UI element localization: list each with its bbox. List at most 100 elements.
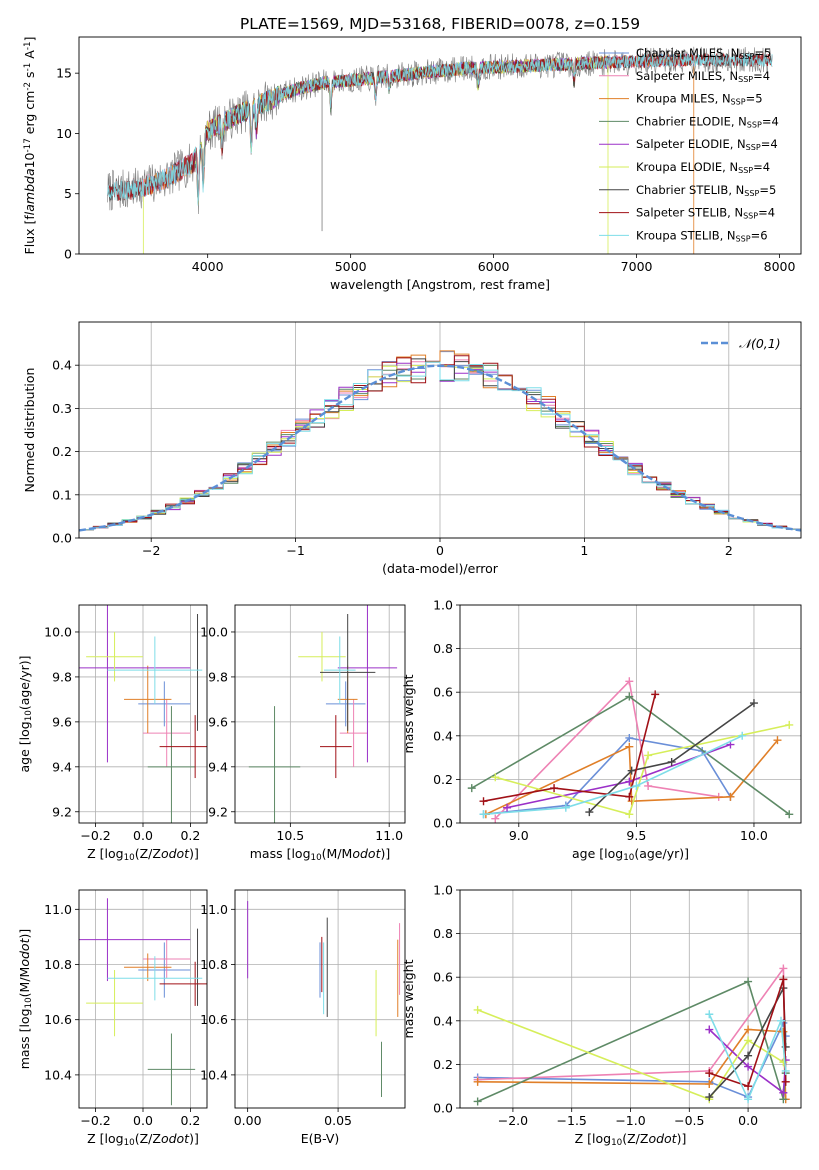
mass_vs_ebv-xtick-label: 0.05 — [324, 1113, 352, 1128]
weight_vs_age-marker-salp_stelib — [479, 797, 488, 806]
spectrum-legend-label: Kroupa MILES, NSSP=5 — [636, 92, 763, 107]
residuals-xtick-label: 2 — [725, 543, 733, 558]
weight_vs_Z-ylabel: mass weight — [401, 959, 416, 1038]
weight_vs_age-marker-krou_miles — [773, 736, 782, 745]
weight_vs_Z-xtick-label: −1.5 — [557, 1113, 587, 1128]
weight_vs_age-ytick-label: 0.0 — [433, 816, 453, 831]
weight_vs_Z-marker-salp_stelib — [781, 1077, 790, 1086]
mass_vs_Z-xtick-label: 0.2 — [180, 1113, 200, 1128]
mass_vs_ebv-frame — [234, 889, 406, 1109]
spectrum-xtick-label: 6000 — [478, 259, 510, 274]
spectrum-xtick-label: 5000 — [335, 259, 367, 274]
residuals-marks — [79, 350, 801, 532]
age_vs_mass-ytick-label: 9.8 — [208, 669, 228, 684]
spectrum-marks — [107, 46, 773, 254]
weight_vs_Z-marker-krou_stelib — [781, 1066, 790, 1075]
weight_vs_Z-marker-salp_elodie — [779, 1088, 788, 1097]
spectrum-series-line-salp_stelib — [107, 52, 773, 201]
mass_vs_Z-marks — [79, 898, 207, 1106]
age_vs_mass-ytick-label: 10.0 — [200, 624, 228, 639]
spectrum-legend-label: Salpeter ELODIE, NSSP=4 — [636, 137, 778, 152]
mass_vs_Z-xtick-label: −0.2 — [80, 1113, 110, 1128]
residuals-xtick-label: 1 — [580, 543, 588, 558]
normal-legend-label: 𝒩(0,1) — [739, 336, 781, 351]
residuals-xlabel: (data-model)/error — [382, 561, 499, 576]
mass_vs_Z-ytick-label: 10.6 — [44, 1012, 72, 1027]
mass_vs_ebv-ytick-label: 10.8 — [200, 957, 228, 972]
weight_vs_Z-marker-krou_stelib — [777, 1016, 786, 1025]
mass_vs_ebv-plot-area — [235, 890, 405, 1108]
mass_vs_Z-ytick-label: 10.8 — [44, 957, 72, 972]
residuals-xtick-label: −1 — [286, 543, 304, 558]
spectrum-series-line-krou_stelib — [107, 53, 773, 206]
residuals-ytick-label: 0.4 — [52, 358, 72, 373]
spectrum-legend-label: Salpeter STELIB, NSSP=4 — [636, 206, 775, 221]
weight_vs_age-marker-krou_stelib — [738, 731, 747, 740]
age_vs_Z-xlabel: Z [log10(Z/Zodot)] — [87, 846, 199, 863]
weight_vs_age-marker-chab_elodie — [625, 692, 634, 701]
age_vs_Z-frame — [78, 604, 208, 824]
weight_vs_Z-xtick-label: −1.0 — [615, 1113, 645, 1128]
age_vs_mass-xlabel: mass [log10(M/Modot)] — [250, 846, 391, 863]
weight_vs_age-marker-krou_stelib — [632, 781, 641, 790]
weight_vs_age-marker-salp_stelib — [625, 792, 634, 801]
age_vs_mass-ytick-label: 9.2 — [208, 804, 228, 819]
weight_vs_age-marker-krou_elodie — [625, 810, 634, 819]
spectrum-legend-label: Chabrier MILES, NSSP=5 — [636, 46, 771, 61]
weight_vs_Z-marker-salp_stelib — [705, 1069, 714, 1078]
weight_vs_Z-frame — [459, 889, 802, 1109]
weight_vs_Z-marker-krou_elodie — [473, 1005, 482, 1014]
spectrum-legend-label: Salpeter MILES, NSSP=4 — [636, 69, 770, 84]
weight_vs_Z-line-krou_elodie — [477, 1009, 784, 1101]
age_vs_Z-xtick-label: 0.2 — [180, 828, 200, 843]
weight_vs_age-marker-chab_miles — [625, 733, 634, 742]
weight_vs_age-frame — [459, 604, 802, 824]
weight_vs_age-xtick-label: 9.0 — [509, 828, 529, 843]
spectrum-ylabel: Flux [flambda10-17 erg cm-2 s-1 A-1] — [22, 37, 37, 255]
weight_vs_age-ytick-label: 0.4 — [433, 728, 453, 743]
weight_vs_age-marker-salp_elodie — [503, 803, 512, 812]
spectrum-xlabel: wavelength [Angstrom, rest frame] — [330, 277, 550, 292]
weight_vs_Z-marker-chab_elodie — [744, 977, 753, 986]
spectrum-legend-label: Kroupa ELODIE, NSSP=4 — [636, 160, 770, 175]
weight_vs_age-ytick-label: 0.8 — [433, 641, 453, 656]
weight_vs_Z-marker-chab_stelib — [744, 1051, 753, 1060]
weight_vs_age-marker-salp_miles — [625, 677, 634, 686]
age_vs_mass-plot-area — [235, 605, 405, 823]
residuals-xtick-label: −2 — [142, 543, 160, 558]
weight_vs_age-line-krou_stelib — [483, 735, 743, 816]
spectrum-ytick-label: 10 — [56, 126, 72, 141]
weight_vs_Z-marker-krou_stelib — [705, 1010, 714, 1019]
weight_vs_age-marker-chab_stelib — [749, 699, 758, 708]
weight_vs_age-marker-chab_stelib — [627, 766, 636, 775]
weight_vs_Z-marker-krou_miles — [744, 1025, 753, 1034]
mass_vs_Z-ylabel: mass [log10(M/Modot)] — [17, 929, 34, 1070]
residuals-xtick-label: 0 — [436, 543, 444, 558]
weight_vs_Z-xtick-label: 0.0 — [738, 1113, 758, 1128]
weight_vs_age-marker-salp_miles — [491, 814, 500, 823]
weight_vs_Z-ytick-label: 0.6 — [433, 970, 453, 985]
weight_vs_Z-marks — [473, 964, 790, 1106]
weight_vs_Z-marker-chab_stelib — [705, 1093, 714, 1102]
mass_vs_ebv-ytick-label: 11.0 — [200, 902, 228, 917]
weight_vs_Z-marker-krou_stelib — [744, 1095, 753, 1104]
age_vs_mass-ytick-label: 9.4 — [208, 759, 228, 774]
weight_vs_age-ytick-label: 1.0 — [433, 598, 453, 613]
weight_vs_Z-ytick-label: 0.0 — [433, 1101, 453, 1116]
spectrum-ytick-label: 5 — [64, 186, 72, 201]
weight_vs_Z-xtick-label: −0.5 — [674, 1113, 704, 1128]
weight_vs_age-xtick-label: 9.5 — [626, 828, 646, 843]
weight_vs_Z-marker-krou_miles — [705, 1080, 714, 1089]
age_vs_Z-ytick-label: 9.8 — [52, 669, 72, 684]
weight_vs_Z-line-krou_stelib — [708, 1013, 787, 1102]
spectrum-ytick-label: 0 — [64, 247, 72, 262]
age_vs_Z-ylabel: age [log10(age/yr)] — [17, 655, 34, 772]
age_vs_Z-marks — [79, 605, 207, 823]
weight_vs_age-marker-salp_stelib — [550, 784, 559, 793]
mass_vs_Z-xtick-label: 0.0 — [133, 1113, 153, 1128]
weight_vs_age-marker-salp_stelib — [651, 690, 660, 699]
weight_vs_age-ytick-label: 0.6 — [433, 685, 453, 700]
normal-curve — [79, 364, 801, 532]
weight_vs_age-ylabel: mass weight — [401, 674, 416, 753]
age_vs_mass-marks — [248, 605, 398, 823]
